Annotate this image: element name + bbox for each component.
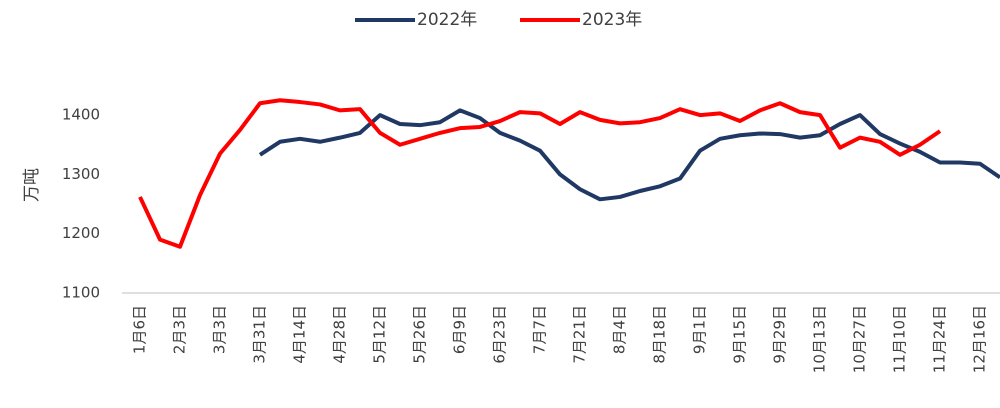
x-tick-label: 5月12日	[371, 305, 389, 364]
x-tick-label: 7月7日	[531, 305, 549, 354]
x-tick-label: 10月27日	[851, 305, 869, 373]
x-tick-label: 3月3日	[211, 305, 229, 354]
x-tick-label: 5月26日	[411, 305, 429, 364]
x-tick-label: 4月28日	[331, 305, 349, 364]
x-tick-label: 9月15日	[731, 305, 749, 364]
legend-label: 2022年	[417, 10, 477, 30]
x-tick-label: 12月16日	[971, 305, 989, 373]
y-axis-label: 万吨	[22, 168, 42, 202]
x-tick-label: 6月23日	[491, 305, 509, 364]
x-tick-label: 10月13日	[811, 305, 829, 373]
legend-label: 2023年	[582, 10, 642, 30]
x-tick-label: 3月31日	[251, 305, 269, 364]
x-tick-label: 4月14日	[291, 305, 309, 364]
x-tick-label: 9月29日	[771, 305, 789, 364]
x-tick-label: 11月24日	[931, 305, 949, 373]
x-tick-label: 7月21日	[571, 305, 589, 364]
y-tick-label: 1400	[62, 106, 100, 124]
x-tick-label: 8月4日	[611, 305, 629, 354]
y-tick-label: 1100	[62, 284, 100, 302]
series-line	[138, 98, 942, 249]
x-tick-label: 8月18日	[651, 305, 669, 364]
x-tick-label: 6月9日	[451, 305, 469, 354]
series-line	[258, 108, 1000, 202]
y-tick-label: 1200	[62, 224, 100, 242]
x-tick-label: 1月6日	[131, 305, 149, 354]
x-tick-label: 11月10日	[891, 305, 909, 373]
x-tick-label: 9月1日	[691, 305, 709, 354]
y-tick-label: 1300	[62, 165, 100, 183]
x-tick-label: 2月3日	[171, 305, 189, 354]
